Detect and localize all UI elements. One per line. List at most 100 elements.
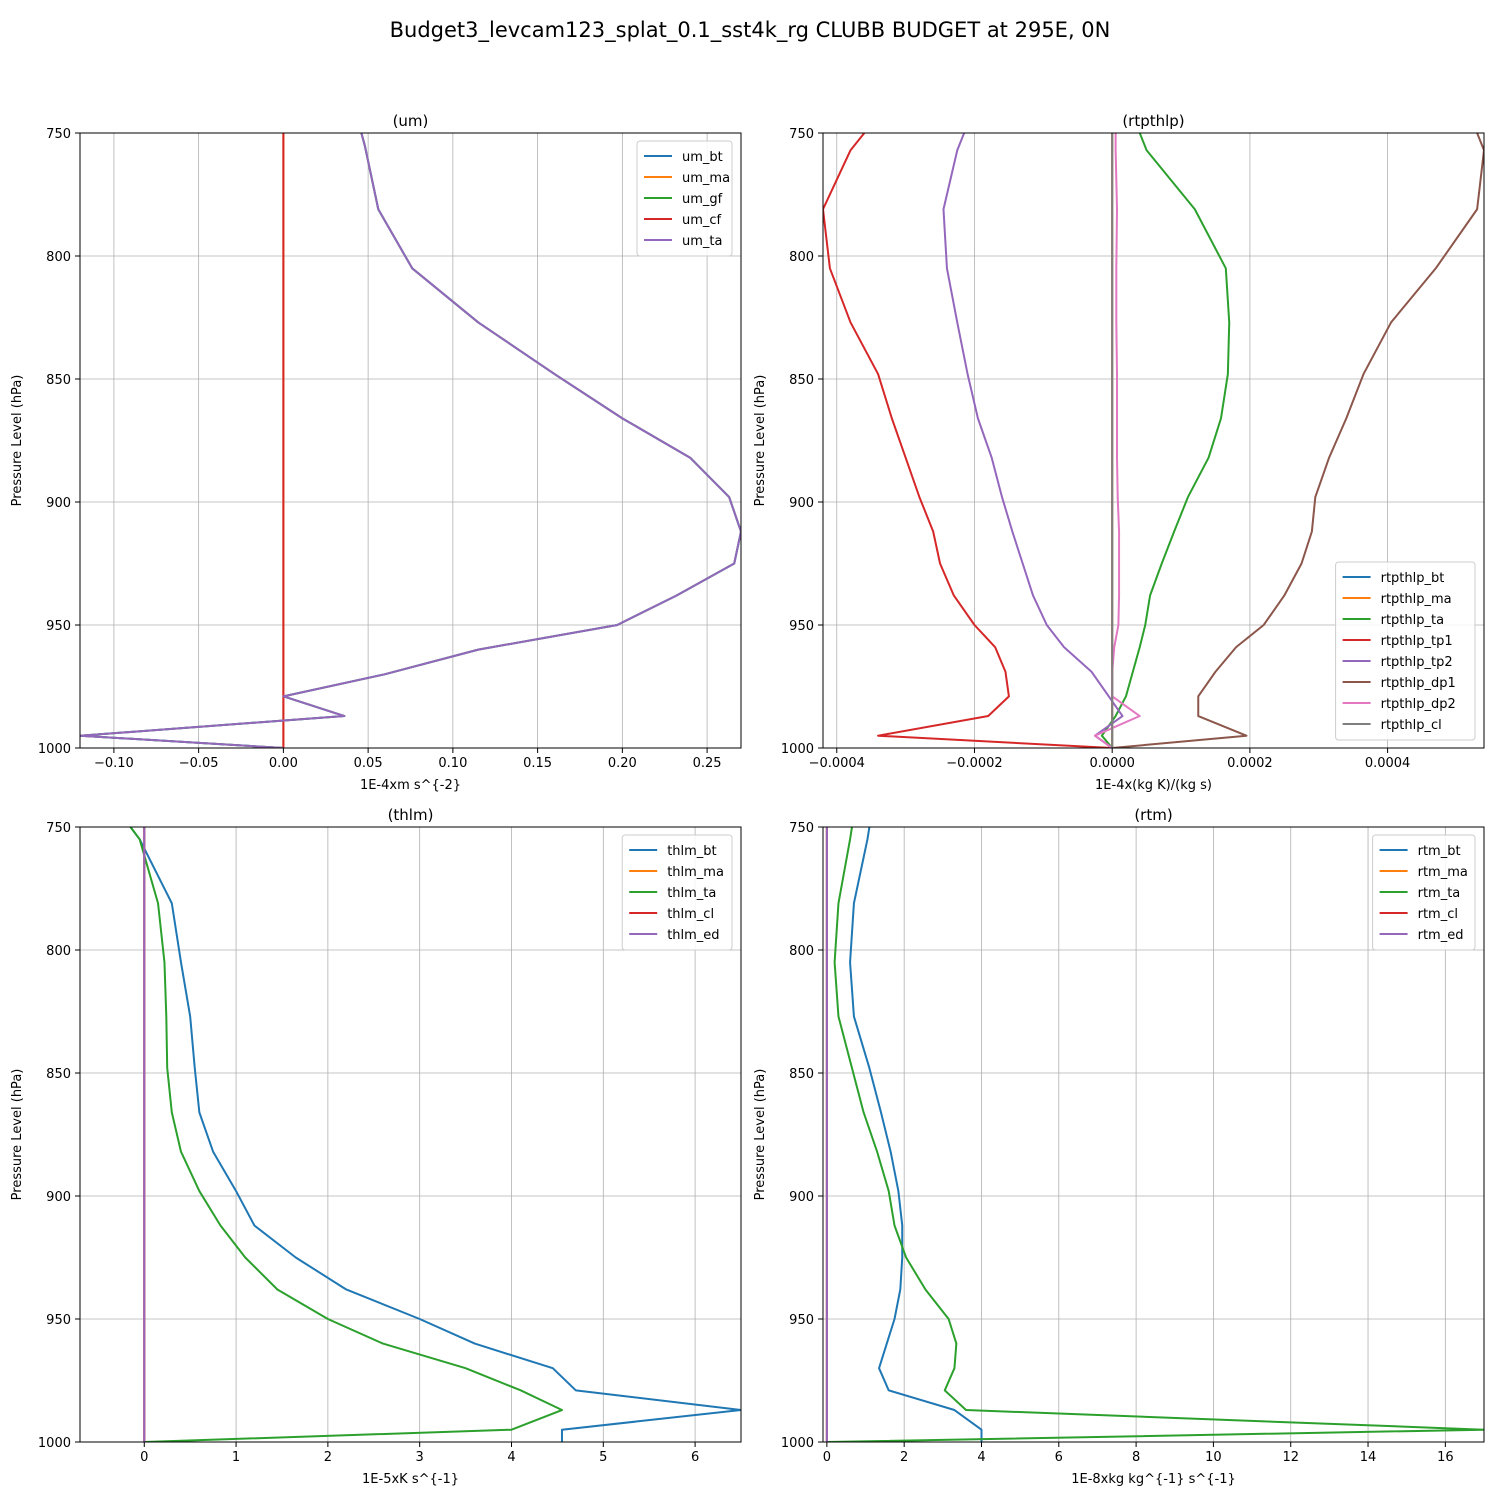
legend-label-thlm_ma: thlm_ma bbox=[667, 865, 724, 880]
x-tick-label: 0.10 bbox=[438, 756, 467, 771]
legend-label-rtpthlp_cl: rtpthlp_cl bbox=[1381, 718, 1442, 733]
x-tick-label: 0.25 bbox=[693, 756, 722, 771]
legend-label-thlm_ta: thlm_ta bbox=[667, 886, 716, 901]
series-group bbox=[80, 133, 741, 748]
x-tick-label: 6 bbox=[1055, 1450, 1063, 1465]
legend-label-thlm_ed: thlm_ed bbox=[667, 928, 719, 943]
legend: thlm_bt thlm_ma thlm_ta thlm_cl thlm_ed bbox=[621, 834, 733, 951]
x-tick-label: 12 bbox=[1282, 1450, 1299, 1465]
axes-frame bbox=[822, 132, 1485, 749]
x-tick-label: 0.20 bbox=[608, 756, 637, 771]
x-tick-label: 0.0000 bbox=[1089, 756, 1135, 771]
y-tick-label: 950 bbox=[789, 619, 814, 634]
legend-label-rtm_bt: rtm_bt bbox=[1418, 844, 1461, 859]
legend-label-um_ta: um_ta bbox=[682, 234, 722, 249]
panel-0: −0.10 −0.05 0.00 0.05 0.10 0.15 0.20 0.25 750 800… bbox=[10, 112, 742, 793]
panel-1: −0.0004 −0.0002 0.0000 0.0002 0.0004 750 800 85… bbox=[753, 112, 1485, 793]
axes-frame bbox=[79, 132, 742, 749]
panel-title: (rtm) bbox=[1134, 806, 1172, 824]
series-group bbox=[825, 827, 1484, 1442]
y-tick-label: 900 bbox=[46, 496, 71, 511]
y-axis-label: Pressure Level (hPa) bbox=[10, 375, 25, 507]
panel-2: 0 1 2 3 4 5 6 750 800 850 900 950 1000 (thlm) 1E-5xK s… bbox=[10, 806, 742, 1487]
legend-label-rtpthlp_dp1: rtpthlp_dp1 bbox=[1381, 676, 1456, 691]
x-tick-label: 10 bbox=[1205, 1450, 1222, 1465]
x-tick-label: 4 bbox=[507, 1450, 515, 1465]
series-line-thlm_bt bbox=[129, 827, 741, 1442]
y-axis-label: Pressure Level (hPa) bbox=[753, 375, 768, 507]
legend-label-um_cf: um_cf bbox=[682, 213, 722, 228]
x-tick-label: 0 bbox=[140, 1450, 148, 1465]
x-tick-label: 5 bbox=[599, 1450, 607, 1465]
legend-label-rtpthlp_dp2: rtpthlp_dp2 bbox=[1381, 697, 1456, 712]
y-tick-label: 750 bbox=[789, 127, 814, 142]
x-tick-label: −0.10 bbox=[94, 756, 134, 771]
y-tick-label: 800 bbox=[789, 944, 814, 959]
y-tick-label: 900 bbox=[789, 496, 814, 511]
legend-label-rtpthlp_tp2: rtpthlp_tp2 bbox=[1381, 655, 1453, 670]
x-tick-label: 3 bbox=[416, 1450, 424, 1465]
y-tick-label: 1000 bbox=[781, 1436, 814, 1451]
x-axis-label: 1E-4x(kg K)/(kg s) bbox=[1095, 778, 1212, 793]
legend-label-um_bt: um_bt bbox=[682, 150, 723, 165]
x-axis-label: 1E-8xkg kg^{-1} s^{-1} bbox=[1071, 1472, 1236, 1487]
axes-frame bbox=[822, 826, 1485, 1443]
x-tick-label: −0.0002 bbox=[946, 756, 1002, 771]
x-tick-label: 0 bbox=[823, 1450, 831, 1465]
x-tick-label: 8 bbox=[1132, 1450, 1140, 1465]
legend-label-thlm_cl: thlm_cl bbox=[667, 907, 714, 922]
legend-frame bbox=[636, 140, 733, 257]
legend: rtm_bt rtm_ma rtm_ta rtm_cl rtm_ed bbox=[1372, 834, 1476, 951]
series-line-rtm_bt bbox=[849, 827, 983, 1442]
panel-title: (thlm) bbox=[388, 806, 434, 824]
panel-title: (um) bbox=[393, 112, 429, 130]
legend-label-rtpthlp_bt: rtpthlp_bt bbox=[1381, 571, 1445, 586]
series-line-rtpthlp_dp1 bbox=[1112, 133, 1484, 748]
x-axis-label: 1E-4xm s^{-2} bbox=[360, 778, 461, 793]
series-line-um_ta bbox=[80, 133, 741, 748]
y-tick-label: 850 bbox=[789, 1067, 814, 1082]
legend-label-rtm_ma: rtm_ma bbox=[1418, 865, 1468, 880]
y-tick-label: 750 bbox=[46, 821, 71, 836]
legend-frame bbox=[1372, 834, 1476, 951]
legend-label-rtpthlp_ma: rtpthlp_ma bbox=[1381, 592, 1452, 607]
x-tick-label: 1 bbox=[232, 1450, 240, 1465]
x-tick-label: 4 bbox=[977, 1450, 985, 1465]
figure-title: Budget3_levcam123_splat_0.1_sst4k_rg CLU… bbox=[390, 18, 1111, 43]
x-tick-label: 0.15 bbox=[523, 756, 552, 771]
legend-label-rtpthlp_ta: rtpthlp_ta bbox=[1381, 613, 1444, 628]
legend-frame bbox=[621, 834, 733, 951]
y-tick-label: 1000 bbox=[38, 742, 71, 757]
legend-label-rtm_cl: rtm_cl bbox=[1418, 907, 1458, 922]
y-tick-label: 750 bbox=[46, 127, 71, 142]
y-axis-label: Pressure Level (hPa) bbox=[10, 1069, 25, 1201]
panel-title: (rtpthlp) bbox=[1122, 112, 1184, 130]
x-tick-label: 14 bbox=[1360, 1450, 1377, 1465]
legend-label-rtm_ed: rtm_ed bbox=[1418, 928, 1464, 943]
y-tick-label: 900 bbox=[789, 1190, 814, 1205]
legend: rtpthlp_bt rtpthlp_ma rtpthlp_ta rtpthlp_tp… bbox=[1335, 561, 1476, 741]
series-group bbox=[823, 133, 1484, 748]
x-tick-label: 2 bbox=[324, 1450, 332, 1465]
x-tick-label: −0.0004 bbox=[809, 756, 865, 771]
x-tick-label: 0.00 bbox=[269, 756, 298, 771]
x-tick-label: 0.0002 bbox=[1227, 756, 1273, 771]
legend-label-um_ma: um_ma bbox=[682, 171, 730, 186]
legend-frame bbox=[1335, 561, 1476, 741]
y-tick-label: 900 bbox=[46, 1190, 71, 1205]
series-line-thlm_ta bbox=[129, 827, 563, 1442]
x-tick-label: 6 bbox=[691, 1450, 699, 1465]
x-tick-label: 0.0004 bbox=[1365, 756, 1411, 771]
x-axis-label: 1E-5xK s^{-1} bbox=[362, 1472, 459, 1487]
y-tick-label: 950 bbox=[789, 1313, 814, 1328]
axes-frame bbox=[79, 826, 742, 1443]
y-tick-label: 800 bbox=[789, 250, 814, 265]
x-tick-label: 16 bbox=[1437, 1450, 1454, 1465]
y-tick-label: 850 bbox=[46, 1067, 71, 1082]
legend-label-rtm_ta: rtm_ta bbox=[1418, 886, 1461, 901]
panel-3: 0 2 4 6 8 10 12 14 16 750 800 850 900 950 1000 (rtm) 1E-… bbox=[753, 806, 1485, 1487]
y-tick-label: 950 bbox=[46, 1313, 71, 1328]
series-line-rtpthlp_tp1 bbox=[823, 133, 1113, 748]
y-tick-label: 1000 bbox=[781, 742, 814, 757]
